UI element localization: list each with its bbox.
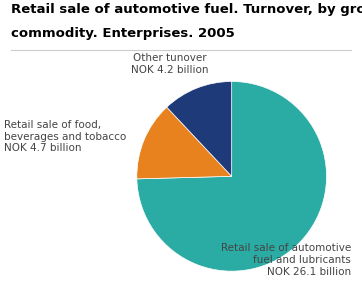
Wedge shape (137, 107, 232, 179)
Text: Other tunover
NOK 4.2 billion: Other tunover NOK 4.2 billion (131, 53, 209, 75)
Text: Retail sale of automotive fuel. Turnover, by group of: Retail sale of automotive fuel. Turnover… (11, 3, 362, 16)
Text: commodity. Enterprises. 2005: commodity. Enterprises. 2005 (11, 27, 235, 40)
Text: Retail sale of automotive
fuel and lubricants
NOK 26.1 billion: Retail sale of automotive fuel and lubri… (221, 243, 351, 277)
Text: Retail sale of food,
beverages and tobacco
NOK 4.7 billion: Retail sale of food, beverages and tobac… (4, 120, 126, 154)
Wedge shape (137, 81, 327, 271)
Wedge shape (167, 81, 232, 176)
